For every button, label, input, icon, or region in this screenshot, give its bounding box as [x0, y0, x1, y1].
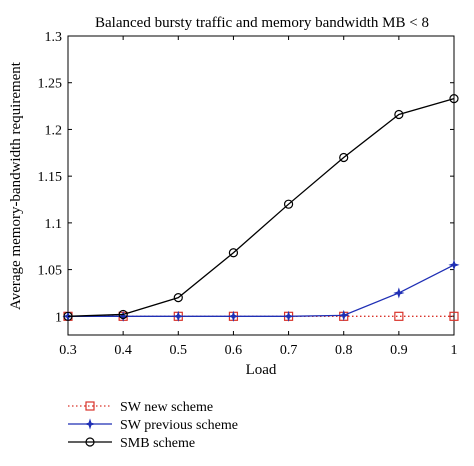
y-tick-label: 1.05: [38, 264, 63, 279]
data-point: [173, 293, 183, 303]
x-tick-label: 1: [451, 343, 458, 358]
legend-marker: [85, 437, 95, 447]
y-tick-label: 1.1: [45, 217, 63, 232]
legend-label: SMB scheme: [120, 436, 195, 451]
legend-marker: [84, 418, 96, 430]
series-line: [68, 264, 455, 317]
x-tick-label: 0.6: [225, 343, 243, 358]
data-point: [394, 311, 404, 321]
data-point: [338, 309, 350, 321]
y-tick-label: 1.15: [38, 170, 63, 185]
y-tick-label: 1.25: [38, 77, 63, 92]
data-point: [118, 309, 128, 320]
series-1: [62, 259, 460, 322]
data-point: [339, 152, 349, 163]
y-axis-label: Average memory-bandwidth requirement: [8, 61, 24, 310]
legend: SW new scheme SW previous scheme SMB schem…: [68, 400, 238, 451]
data-point: [117, 310, 129, 322]
x-axis-label: Load: [246, 362, 277, 378]
y-tick-label: 1.2: [45, 123, 63, 138]
y-tick-label: 1: [55, 310, 62, 325]
legend-label: SW previous scheme: [120, 418, 238, 433]
data-point: [448, 259, 460, 271]
series-line: [67, 97, 455, 317]
legend-marker: [85, 401, 95, 411]
data-point: [283, 199, 294, 209]
x-tick-label: 0.8: [335, 343, 353, 358]
x-tick-label: 0.3: [59, 343, 77, 358]
data-point: [449, 311, 459, 321]
data-point: [449, 94, 459, 104]
data-point: [63, 311, 73, 321]
chart-title: Balanced bursty traffic and memory bandw…: [95, 15, 429, 31]
plot-frame: [67, 35, 455, 336]
legend-entry: SMB scheme: [68, 436, 195, 451]
legend-label: SW new scheme: [120, 400, 213, 415]
data-point: [172, 310, 184, 322]
legend-entry: SW previous scheme: [68, 418, 238, 433]
y-tick-label: 1.3: [45, 30, 63, 45]
axis-ticks: 0.3 0.4 0.5 0.6 0.7 0.8 0.9 1 1 1.05 1.1 1.15 1.2 1.2…: [38, 30, 458, 358]
x-tick-label: 0.9: [390, 343, 408, 358]
x-tick-label: 0.4: [114, 343, 132, 358]
legend-entry: SW new scheme: [68, 400, 213, 415]
x-tick-label: 0.7: [280, 343, 298, 358]
data-point: [283, 310, 295, 322]
data-series: [62, 94, 460, 322]
x-tick-label: 0.5: [170, 343, 188, 358]
data-point: [227, 310, 239, 322]
data-point: [393, 287, 405, 299]
data-point: [228, 248, 239, 258]
series-2: [63, 94, 459, 321]
data-point: [394, 109, 404, 120]
